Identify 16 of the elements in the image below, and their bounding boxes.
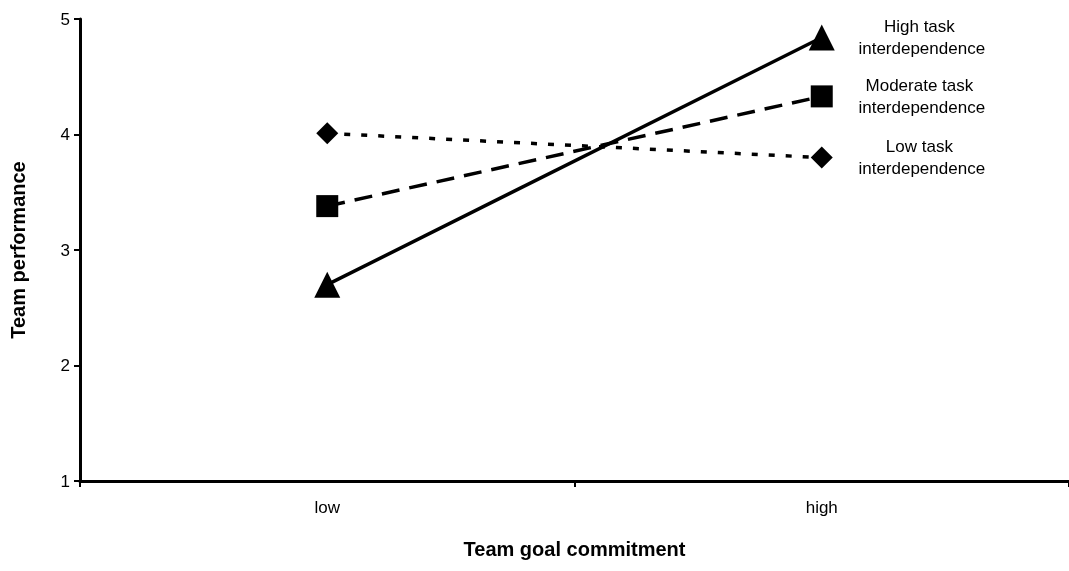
y-tick-label: 2 xyxy=(60,356,70,375)
point xyxy=(810,146,833,169)
x-tick-label: low xyxy=(314,498,341,517)
x-axis-title: Team goal commitment xyxy=(463,538,686,560)
y-tick-label: 5 xyxy=(60,9,70,29)
point xyxy=(810,85,833,108)
x-tick-label: high xyxy=(805,498,838,517)
series-label: High task interdependence xyxy=(858,16,986,58)
y-axis-title: Team performance xyxy=(7,161,29,339)
series-label: Moderate task interdependence xyxy=(858,75,986,117)
y-tick-label: 4 xyxy=(60,125,70,144)
point xyxy=(316,195,339,218)
series-label: Low task interdependence xyxy=(858,137,986,179)
point xyxy=(316,122,339,145)
y-tick-label: 3 xyxy=(60,240,70,260)
y-tick-label: 1 xyxy=(60,471,70,491)
